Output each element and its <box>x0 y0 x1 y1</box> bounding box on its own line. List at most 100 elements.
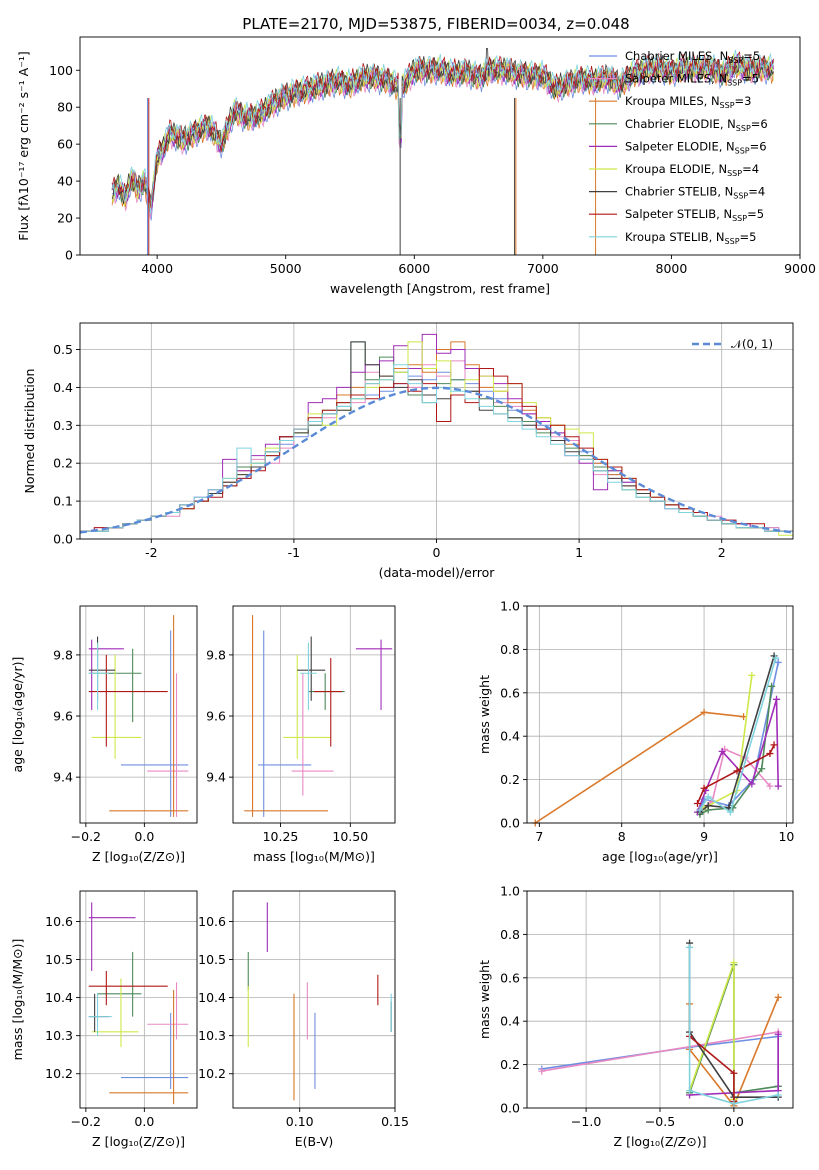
y-axis-label: mass weight <box>477 675 492 754</box>
axes: −0.2 0.0 9.4 9.6 9.8 Z [log₁₀(Z/Z⊙)] age [log₁… <box>10 605 198 864</box>
weight-point-marker <box>774 658 782 666</box>
x-tick-label: 10.50 <box>332 829 368 844</box>
y-tick-label: 0.6 <box>500 685 520 700</box>
y-axis-label: Flux [fλ10⁻¹⁷ erg cm⁻² s⁻¹ A⁻¹] <box>16 51 31 240</box>
error-bar-point <box>314 657 342 747</box>
x-tick-label: -1 <box>288 545 300 560</box>
error-bar-point <box>88 970 168 1006</box>
y-tick-label: 0.5 <box>53 342 73 357</box>
y-tick-label: 100 <box>49 63 73 78</box>
x-tick-label: 10 <box>778 829 794 844</box>
weight-series <box>693 741 778 807</box>
axes-frame <box>526 605 794 824</box>
weight-series <box>696 654 780 816</box>
y-axis-label: age [log₁₀(age/yr)] <box>10 657 25 773</box>
x-tick-label: 7000 <box>527 261 559 276</box>
x-tick-label: 0.0 <box>724 1114 744 1129</box>
weight-point-marker <box>774 1091 782 1099</box>
weight-series-line <box>688 947 779 1105</box>
spectrum-series-line <box>111 49 774 215</box>
y-tick-label: 10.3 <box>45 1028 73 1043</box>
y-tick-label: 10.4 <box>45 990 73 1005</box>
weight-point-marker <box>748 671 756 679</box>
x-tick-label: 8000 <box>656 261 688 276</box>
y-tick-label: 1.0 <box>500 884 520 899</box>
x-tick-label: −0.5 <box>645 1114 675 1129</box>
error-bar-point <box>88 993 113 1036</box>
weight-point-marker <box>748 780 756 788</box>
legend-entry: Salpeter STELIB, NSSP=5 <box>625 207 764 223</box>
age-vs-metallicity-plot: −0.2 0.0 9.4 9.6 9.8 Z [log₁₀(Z/Z⊙)] age [log₁… <box>10 605 198 864</box>
x-tick-label: 0.0 <box>134 829 154 844</box>
weight-vs-metallicity-plot: −1.0 −0.5 0.0 0.0 0.2 0.4 0.6 0.8 1.0 Z [log₁₀(Z/… <box>477 884 794 1149</box>
plot-area: Chabrier MILES, NSSP=5 Salpeter MILES, NS… <box>111 47 774 255</box>
y-tick-label: 0.4 <box>500 1014 520 1029</box>
spectrum-lines <box>111 47 774 255</box>
x-tick-label: 0.15 <box>381 1114 409 1129</box>
grid-lines <box>80 606 197 823</box>
weight-series <box>696 652 778 816</box>
y-axis-label: mass [log₁₀(M/M⊙)] <box>10 939 25 1061</box>
y-tick-label: 0.2 <box>53 456 73 471</box>
y-tick-label: 10.5 <box>198 952 226 967</box>
x-tick-label: 1 <box>575 545 583 560</box>
x-axis-label: E(B-V) <box>295 1134 334 1149</box>
x-tick-label: −0.2 <box>71 829 101 844</box>
y-tick-label: 0.6 <box>500 970 520 985</box>
spectrum-legend: Chabrier MILES, NSSP=5 Salpeter MILES, NS… <box>589 49 768 246</box>
x-tick-label: 5000 <box>270 261 302 276</box>
spectrum-title: PLATE=2170, MJD=53875, FIBERID=0034, z=0… <box>242 15 629 33</box>
histogram-series <box>80 368 793 532</box>
weight-point-marker <box>758 765 766 773</box>
y-tick-label: 0 <box>65 248 73 263</box>
weight-point-marker <box>768 682 776 690</box>
plot-area <box>244 615 393 817</box>
y-tick-label: 10.2 <box>45 1066 73 1081</box>
histograms <box>80 333 793 536</box>
x-tick-label: −0.2 <box>71 1114 101 1129</box>
grid-lines <box>233 606 395 823</box>
x-tick-label: 9 <box>700 829 708 844</box>
axes: −1.0 −0.5 0.0 0.0 0.2 0.4 0.6 0.8 1.0 Z [log₁₀(Z/… <box>477 884 794 1149</box>
weight-series-line <box>689 1034 779 1096</box>
residual-histogram-plot: 𝒩(0, 1) -2 -1 0 1 2 0.0 0.1 0.2 0.3 0.4 0.5 (data-mo… <box>22 322 794 580</box>
y-tick-label: 10.2 <box>198 1066 226 1081</box>
weight-point-marker <box>730 959 738 967</box>
x-axis-label: age [log₁₀(age/yr)] <box>602 849 718 864</box>
weight-point-marker <box>686 943 694 951</box>
x-tick-label: 0 <box>433 545 441 560</box>
y-tick-label: 0.1 <box>53 494 73 509</box>
error-bar-point <box>300 642 317 710</box>
weight-point-marker <box>772 654 780 662</box>
x-tick-label: -2 <box>145 545 157 560</box>
weight-point-marker <box>700 708 708 716</box>
mass-vs-metallicity-plot: −0.2 0.0 10.2 10.3 10.4 10.5 10.6 Z [log₁₀(Z/Z⊙… <box>10 890 198 1149</box>
x-tick-label: 4000 <box>141 261 173 276</box>
weight-series-line <box>699 657 777 814</box>
axes-frame <box>526 890 794 1109</box>
x-axis-label: Z [log₁₀(Z/Z⊙)] <box>614 1134 707 1149</box>
weight-series <box>686 943 782 1108</box>
plot-area <box>247 902 392 1101</box>
error-bar-point <box>109 989 189 1105</box>
y-tick-label: 0.3 <box>53 418 73 433</box>
x-tick-label: 6000 <box>398 261 430 276</box>
axes: 10.25 10.50 9.4 9.6 9.8 mass [log₁₀(M/M⊙)] <box>206 605 396 864</box>
y-tick-label: 9.8 <box>206 647 226 662</box>
y-tick-label: 40 <box>57 174 73 189</box>
spectrum-series-line <box>111 53 774 210</box>
weight-point-marker <box>766 782 774 790</box>
legend-entry: Kroupa MILES, NSSP=3 <box>625 94 751 110</box>
error-bar-point <box>147 673 189 817</box>
age-vs-mass-plot: 10.25 10.50 9.4 9.6 9.8 mass [log₁₀(M/M⊙)] <box>206 605 396 864</box>
y-tick-label: 10.6 <box>45 914 73 929</box>
x-tick-label: −1.0 <box>571 1114 601 1129</box>
y-axis-label: Normed distribution <box>22 369 37 494</box>
y-tick-label: 9.6 <box>206 709 226 724</box>
y-tick-label: 10.4 <box>198 990 226 1005</box>
legend-entry: Salpeter ELODIE, NSSP=6 <box>625 139 767 155</box>
mass-vs-extinction-plot: 0.10 0.15 10.2 10.3 10.4 10.5 10.6 E(B-V) <box>198 890 409 1149</box>
axes-frame <box>79 890 198 1109</box>
weight-point-marker <box>766 750 774 758</box>
